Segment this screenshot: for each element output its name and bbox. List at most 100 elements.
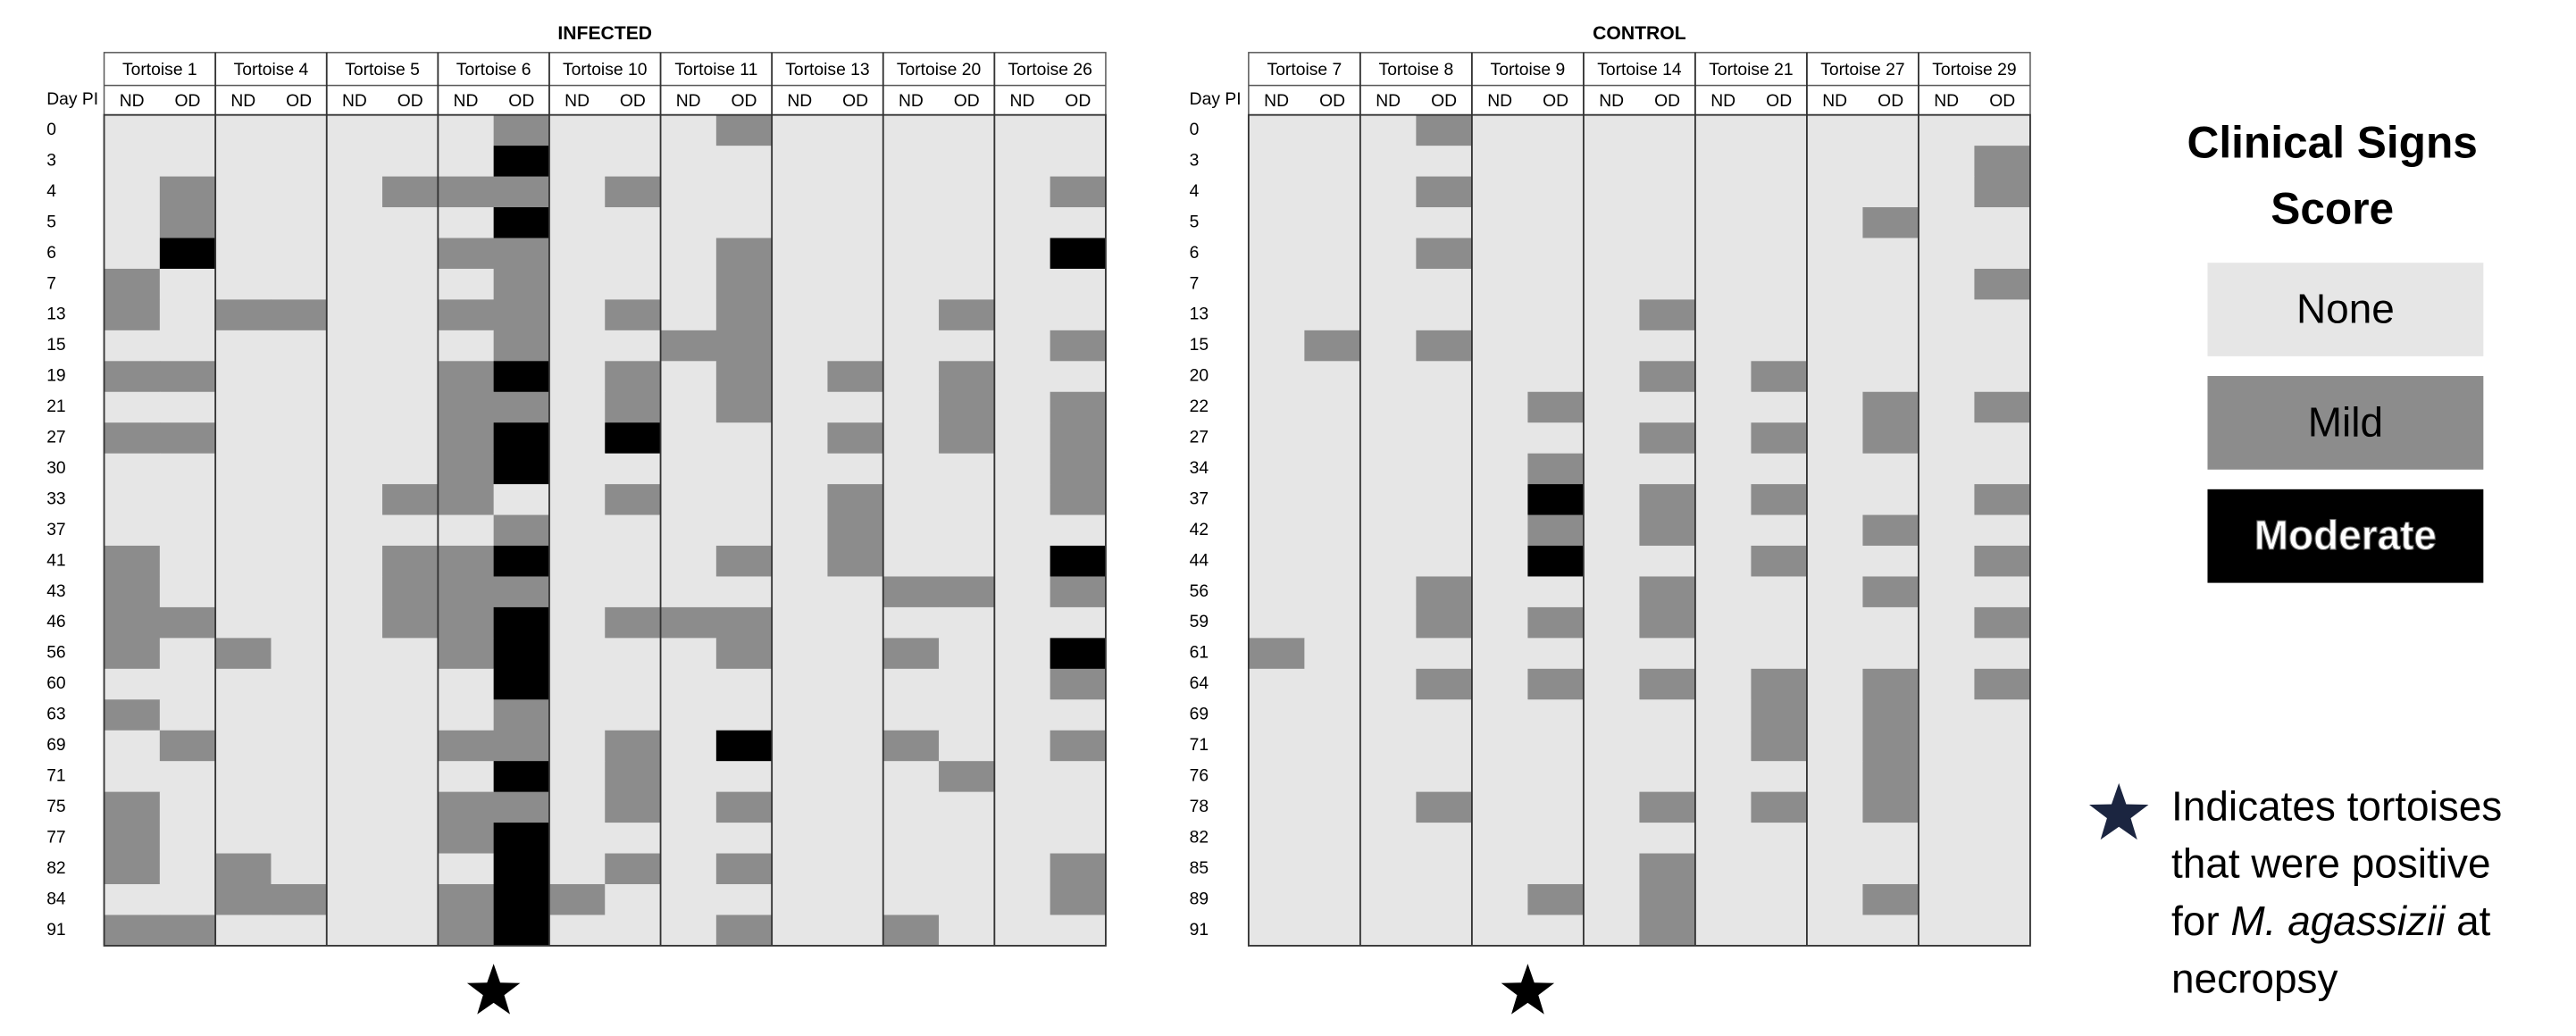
heat-cell bbox=[1806, 361, 1863, 393]
heat-cell bbox=[159, 114, 216, 146]
heat-cell bbox=[1304, 853, 1361, 885]
heat-cell bbox=[1862, 238, 1919, 270]
heat-cell bbox=[1416, 791, 1473, 823]
heat-cell bbox=[1974, 883, 2031, 915]
heat-cell bbox=[382, 791, 439, 823]
day-label: 5 bbox=[46, 213, 56, 231]
heat-cell bbox=[215, 391, 272, 423]
heat-cell bbox=[1639, 238, 1696, 270]
heat-cell bbox=[1694, 853, 1752, 885]
heat-cell bbox=[1751, 361, 1808, 393]
heat-cell bbox=[382, 883, 439, 915]
heat-cell bbox=[1583, 606, 1640, 639]
heat-cell bbox=[1248, 391, 1305, 423]
heat-cell bbox=[1862, 668, 1919, 700]
heat-cell bbox=[882, 361, 940, 393]
heat-cell bbox=[1974, 176, 2031, 208]
heat-cell bbox=[1304, 391, 1361, 423]
heat-cell bbox=[1050, 668, 1107, 700]
heat-cell bbox=[1694, 114, 1752, 146]
heat-cell bbox=[605, 176, 662, 208]
heat-cell bbox=[605, 330, 662, 362]
heat-cell bbox=[1583, 699, 1640, 731]
panel-title: CONTROL bbox=[1593, 23, 1686, 44]
heat-cell bbox=[1583, 761, 1640, 793]
heat-cell bbox=[1359, 638, 1417, 670]
heat-cell bbox=[605, 638, 662, 670]
heat-cell bbox=[1918, 238, 1975, 270]
heat-cell bbox=[605, 791, 662, 823]
heat-cell bbox=[715, 576, 773, 608]
heat-cell bbox=[493, 422, 550, 455]
heat-cell bbox=[715, 883, 773, 915]
heat-cell bbox=[438, 391, 495, 423]
heat-cell bbox=[660, 330, 717, 362]
heat-cell bbox=[326, 791, 383, 823]
heat-cell bbox=[1527, 514, 1585, 547]
heat-cell bbox=[1583, 238, 1640, 270]
heat-cell bbox=[1862, 299, 1919, 331]
heat-cell bbox=[1583, 268, 1640, 300]
eye-label: OD bbox=[1878, 92, 1903, 111]
heat-cell bbox=[1918, 853, 1975, 885]
heat-cell bbox=[1751, 546, 1808, 578]
heat-cell bbox=[994, 391, 1051, 423]
day-label: 33 bbox=[46, 489, 65, 508]
heat-cell bbox=[882, 699, 940, 731]
heat-cell bbox=[1359, 330, 1417, 362]
heat-cell bbox=[215, 207, 272, 239]
heat-cell bbox=[882, 791, 940, 823]
day-label: 75 bbox=[46, 798, 65, 816]
heat-cell bbox=[326, 391, 383, 423]
heat-cell bbox=[104, 514, 161, 547]
day-label: 61 bbox=[1190, 644, 1209, 663]
heat-cell bbox=[493, 361, 550, 393]
heat-cell bbox=[159, 238, 216, 270]
heat-cell bbox=[827, 453, 884, 485]
heat-cell bbox=[1527, 146, 1585, 178]
heat-cell bbox=[1694, 791, 1752, 823]
heat-cell bbox=[1974, 146, 2031, 178]
heat-cell bbox=[1974, 853, 2031, 885]
heat-cell bbox=[772, 638, 828, 670]
heat-cell bbox=[159, 361, 216, 393]
heat-cell bbox=[1248, 146, 1305, 178]
heat-cell bbox=[1694, 484, 1752, 516]
heat-cell bbox=[271, 699, 328, 731]
heat-cell bbox=[605, 853, 662, 885]
heat-cell bbox=[1639, 330, 1696, 362]
legend-note: for M. agassizii at bbox=[2171, 898, 2491, 944]
heat-cell bbox=[660, 576, 717, 608]
heat-cell bbox=[1806, 207, 1863, 239]
heat-cell bbox=[1471, 422, 1528, 455]
heat-cell bbox=[1359, 915, 1417, 947]
heat-cell bbox=[215, 606, 272, 639]
heat-cell bbox=[1359, 668, 1417, 700]
heat-cell bbox=[1751, 699, 1808, 731]
heat-cell bbox=[660, 791, 717, 823]
heat-cell bbox=[438, 176, 495, 208]
heat-cell bbox=[493, 146, 550, 178]
heat-cell bbox=[1974, 514, 2031, 547]
heat-cell bbox=[548, 299, 606, 331]
heat-cell bbox=[1639, 823, 1696, 855]
heat-cell bbox=[1862, 791, 1919, 823]
heat-cell bbox=[1974, 546, 2031, 578]
heat-cell bbox=[939, 823, 995, 855]
heat-cell bbox=[994, 176, 1051, 208]
heat-cell bbox=[382, 207, 439, 239]
heat-cell bbox=[1050, 853, 1107, 885]
heat-cell bbox=[827, 514, 884, 547]
heat-cell bbox=[1050, 453, 1107, 485]
heat-cell bbox=[1304, 299, 1361, 331]
heat-cell bbox=[438, 114, 495, 146]
panel-title: INFECTED bbox=[557, 23, 652, 44]
heat-cell bbox=[1974, 361, 2031, 393]
heat-cell bbox=[605, 606, 662, 639]
tortoise-label: Tortoise 6 bbox=[456, 61, 531, 79]
heat-cell bbox=[1806, 606, 1863, 639]
heat-cell bbox=[548, 638, 606, 670]
heat-cell bbox=[548, 761, 606, 793]
heat-cell bbox=[104, 114, 161, 146]
heat-cell bbox=[493, 699, 550, 731]
